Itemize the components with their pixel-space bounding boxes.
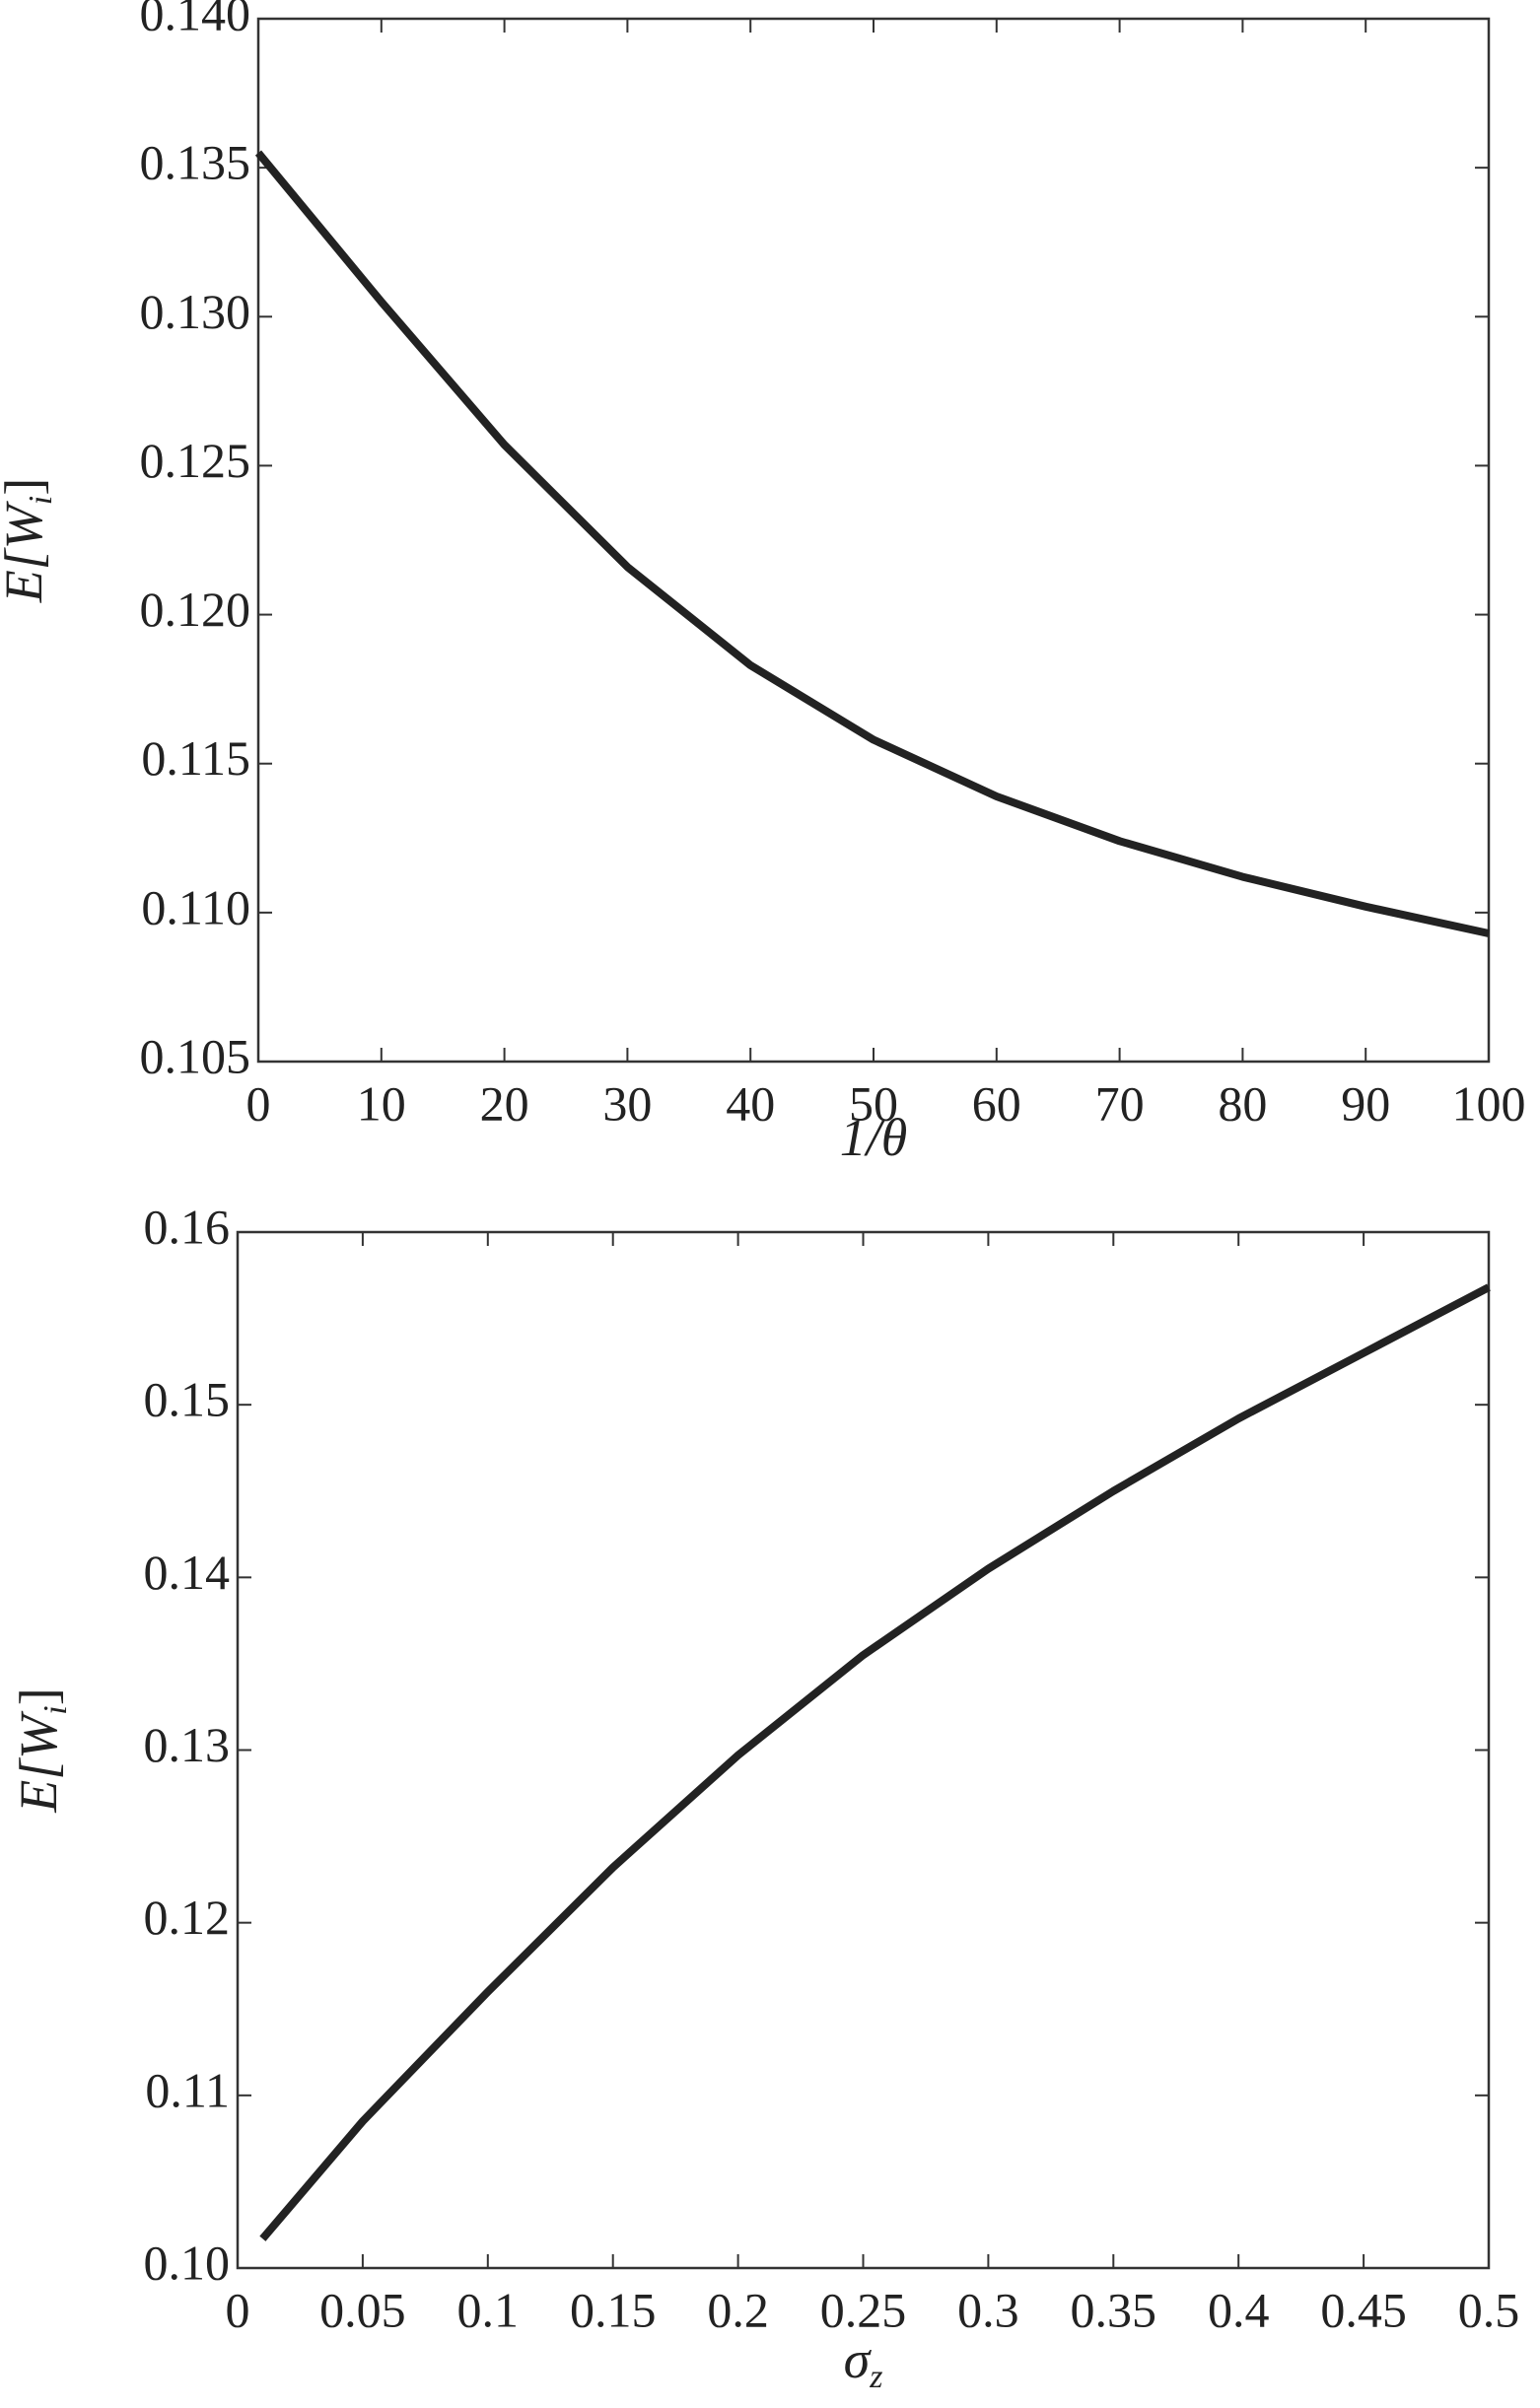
x-tick-label: 0.25 <box>820 2282 907 2337</box>
y-axis-label: E[Wi] <box>0 478 59 603</box>
x-tick-label: 50 <box>849 1075 898 1131</box>
x-tick-label: 70 <box>1095 1075 1145 1131</box>
x-tick-label: 0 <box>226 2282 250 2337</box>
x-tick-label: 100 <box>1452 1075 1526 1131</box>
x-tick-label: 0.1 <box>457 2282 520 2337</box>
y-tick-label: 0.15 <box>144 1372 231 1427</box>
x-tick-label: 90 <box>1341 1075 1390 1131</box>
y-label-part: ] <box>9 1687 68 1705</box>
x-tick-label: 20 <box>480 1075 529 1131</box>
y-tick-label: 0.13 <box>144 1717 231 1772</box>
plot-frame <box>256 17 1491 1064</box>
data-line <box>259 1283 1491 2241</box>
y-label-part: i <box>37 1705 74 1714</box>
y-axis-label: E[Wi] <box>9 1687 73 1813</box>
x-tick-label: 0.45 <box>1320 2282 1407 2337</box>
x-tick-label: 0.4 <box>1208 2282 1270 2337</box>
y-tick-label: 0.12 <box>144 1890 231 1945</box>
y-tick-label: 0.16 <box>144 1199 231 1254</box>
x-tick-label: 80 <box>1218 1075 1267 1131</box>
y-tick-label: 0.120 <box>140 582 251 637</box>
y-label-part: i <box>23 496 59 505</box>
x-axis-label: σz <box>844 2330 883 2394</box>
x-tick-label: 0.35 <box>1071 2282 1157 2337</box>
x-label-sub: z <box>869 2359 882 2395</box>
data-line <box>254 150 1490 937</box>
y-tick-label: 0.11 <box>145 2062 230 2117</box>
y-label-part: ] <box>0 478 53 496</box>
x-label-main: σ <box>844 2330 873 2389</box>
y-tick-label: 0.125 <box>140 433 251 488</box>
x-tick-label: 10 <box>357 1075 406 1131</box>
x-tick-label: 0 <box>246 1075 271 1131</box>
y-tick-label: 0.130 <box>140 284 251 339</box>
y-tick-label: 0.105 <box>140 1028 251 1083</box>
y-tick-label: 0.135 <box>140 135 251 190</box>
x-tick-label: 0.2 <box>707 2282 769 2337</box>
x-tick-label: 0.5 <box>1458 2282 1520 2337</box>
x-tick-label: 60 <box>972 1075 1021 1131</box>
x-tick-label: 30 <box>602 1075 652 1131</box>
y-tick-label: 0.110 <box>141 879 250 934</box>
y-tick-label: 0.14 <box>144 1545 231 1600</box>
x-tick-label: 40 <box>726 1075 775 1131</box>
y-tick-label: 0.115 <box>141 730 250 786</box>
y-tick-label: 0.10 <box>144 2235 231 2290</box>
y-label-part: E[W <box>9 1710 68 1814</box>
x-axis-label: 1/θ <box>840 1108 908 1167</box>
x-label-main: 1/θ <box>840 1108 908 1167</box>
y-label-part: E[W <box>0 500 53 603</box>
x-tick-label: 0.3 <box>957 2282 1019 2337</box>
x-tick-label: 0.15 <box>570 2282 657 2337</box>
x-tick-label: 0.05 <box>319 2282 406 2337</box>
y-tick-label: 0.140 <box>140 0 251 40</box>
